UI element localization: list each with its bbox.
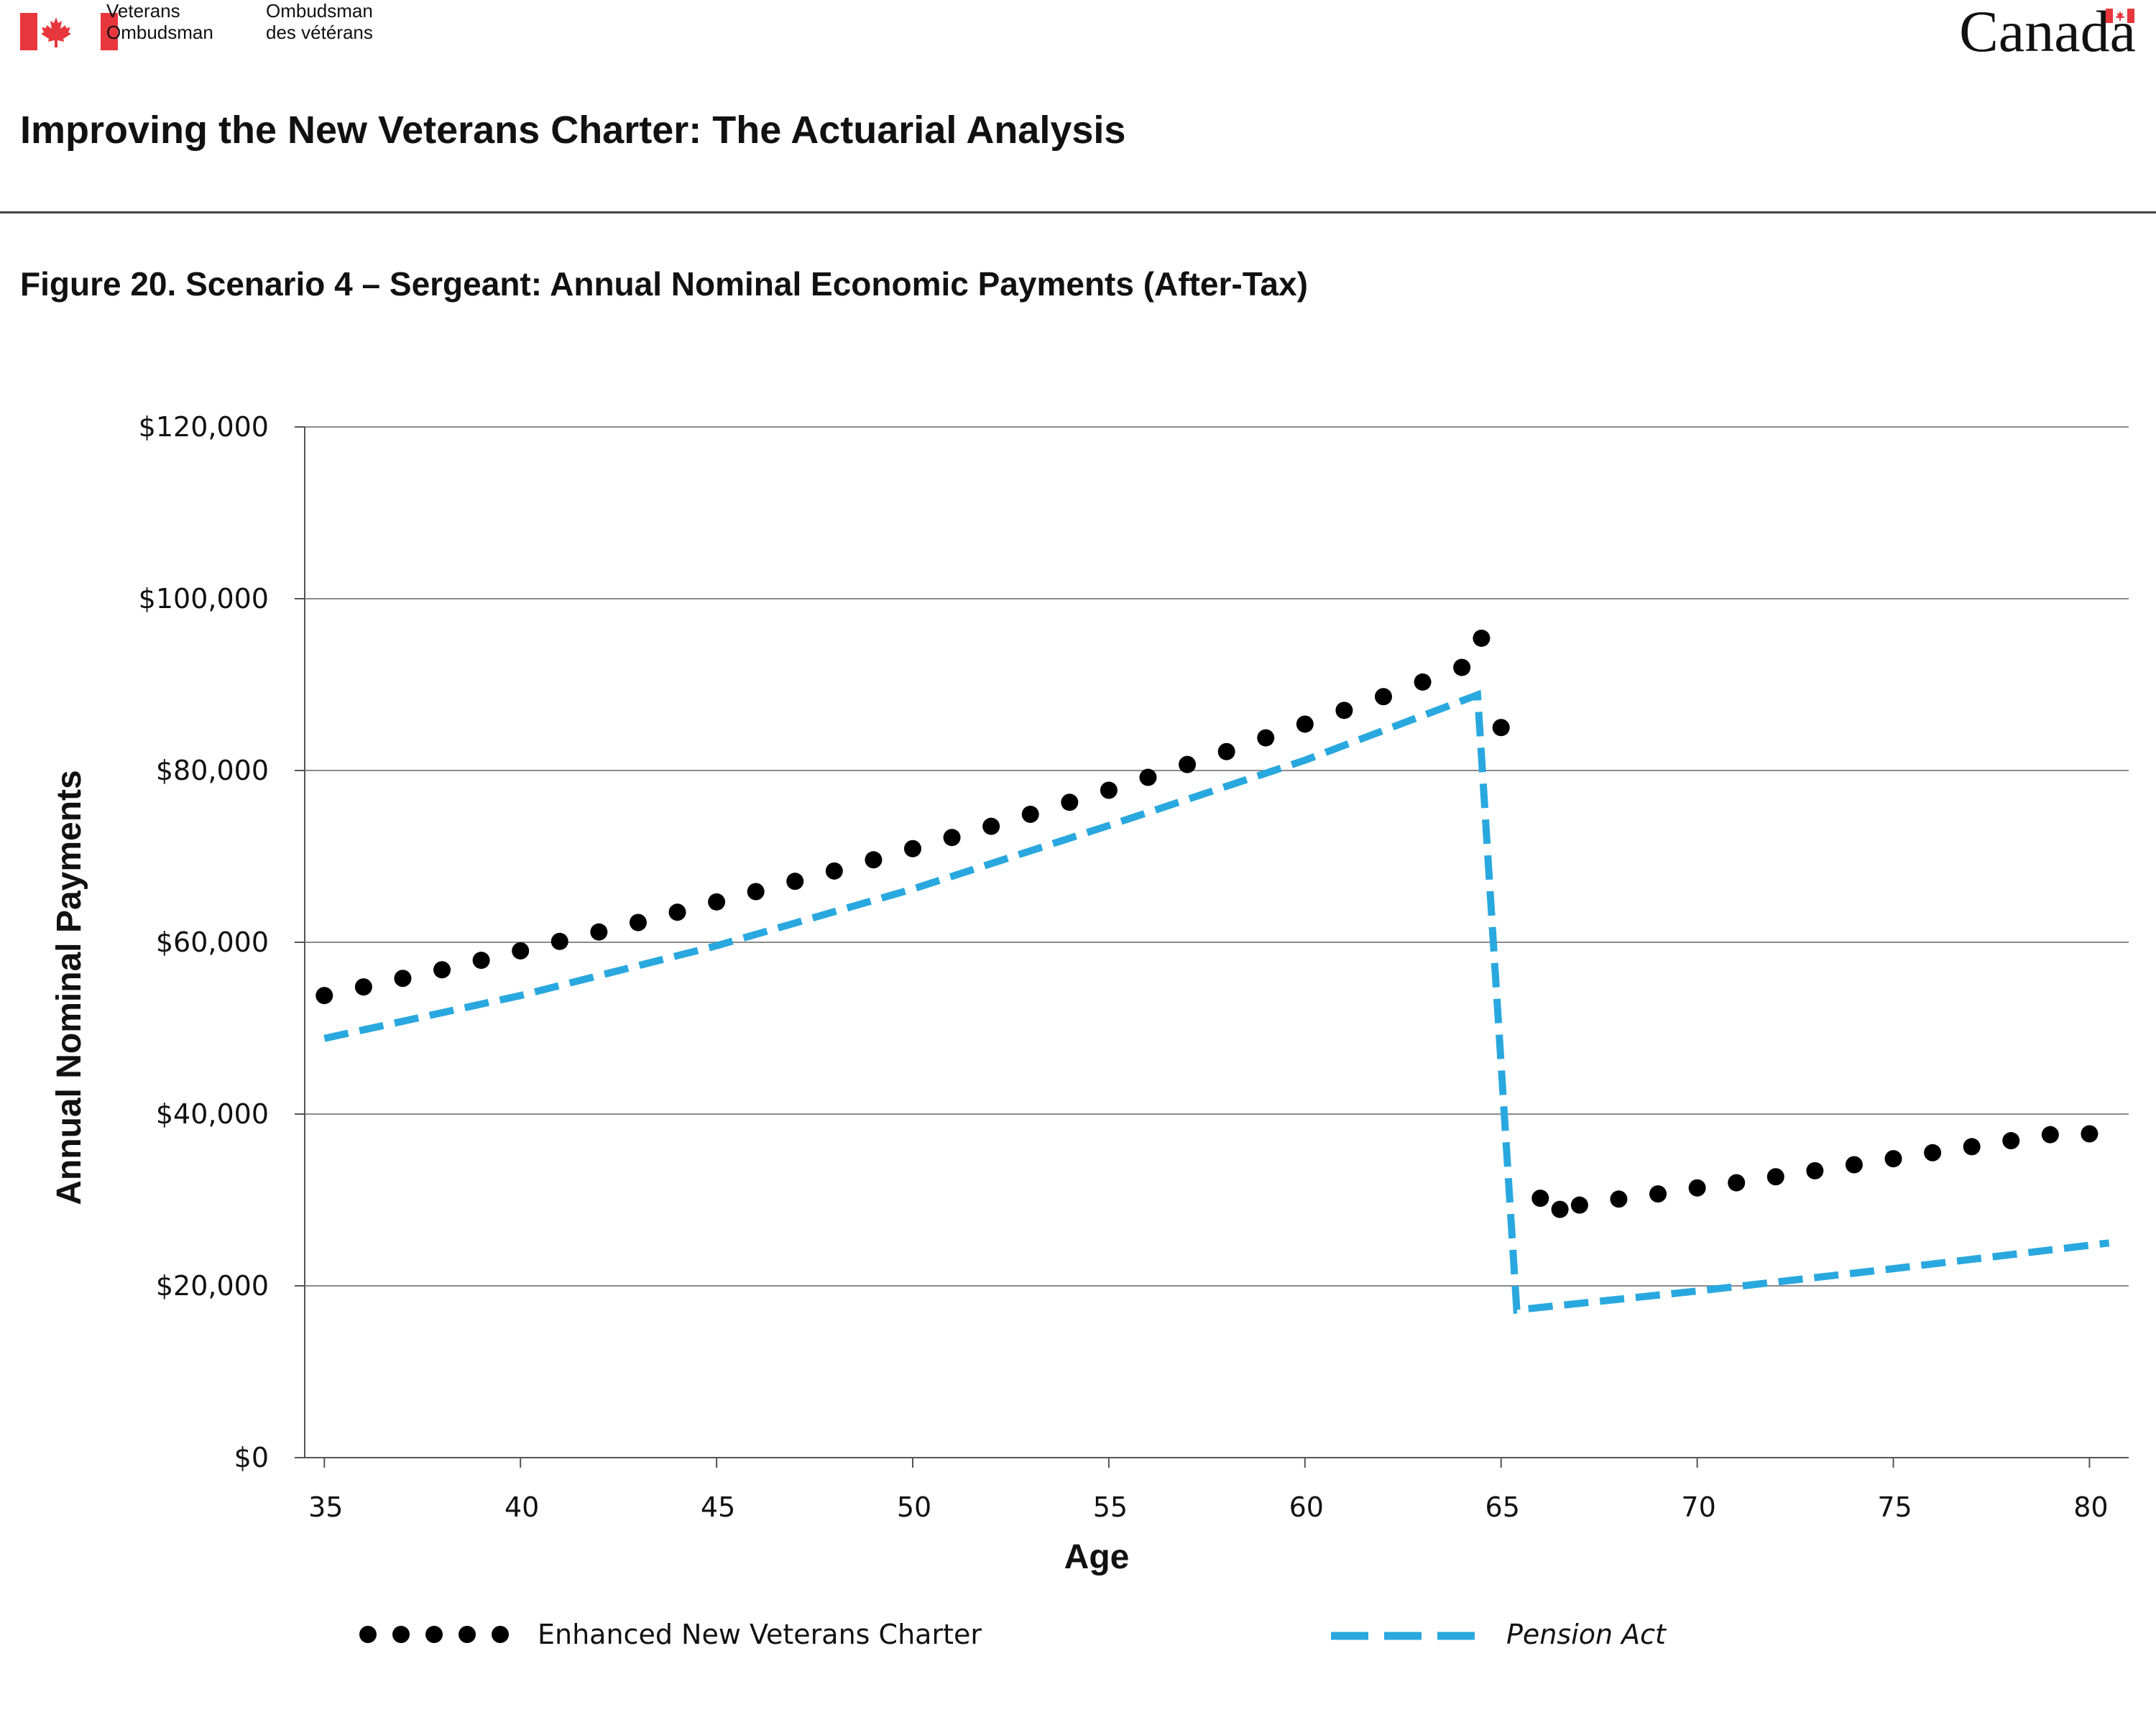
data-point-enhanced-nvc — [904, 840, 921, 857]
header-divider — [0, 211, 2156, 213]
x-tick-label: 80 — [2073, 1491, 2108, 1523]
y-tick-label: $0 — [234, 1442, 269, 1473]
y-tick-label: $40,000 — [156, 1098, 269, 1130]
legend-marker-enhanced-nvc — [459, 1626, 476, 1643]
y-tick-label: $80,000 — [156, 755, 269, 786]
legend-marker-enhanced-nvc — [492, 1626, 509, 1643]
data-point-enhanced-nvc — [1179, 755, 1197, 773]
data-point-enhanced-nvc — [1963, 1138, 1981, 1156]
x-tick-label: 45 — [701, 1491, 735, 1523]
data-point-enhanced-nvc — [2081, 1125, 2099, 1143]
data-point-enhanced-nvc — [1649, 1185, 1667, 1203]
org-name-french: Ombudsman des vétérans — [266, 0, 373, 43]
data-point-enhanced-nvc — [550, 932, 568, 950]
data-point-enhanced-nvc — [1806, 1162, 1824, 1179]
data-point-enhanced-nvc — [1688, 1179, 1706, 1197]
data-point-enhanced-nvc — [1257, 729, 1275, 747]
data-point-enhanced-nvc — [629, 914, 647, 932]
gridlines — [305, 426, 2129, 1287]
maple-leaf-icon — [41, 17, 71, 47]
data-point-enhanced-nvc — [394, 970, 412, 988]
data-point-enhanced-nvc — [1473, 629, 1491, 647]
legend-marker-enhanced-nvc — [425, 1626, 443, 1643]
axes: $0 $20,000 $40,000 $60,000 $80,000 $100,000 $1… — [139, 411, 2129, 1523]
data-point-enhanced-nvc — [1414, 673, 1432, 691]
data-point-enhanced-nvc — [747, 883, 765, 901]
x-tick-label: 35 — [308, 1491, 343, 1523]
data-point-enhanced-nvc — [865, 851, 883, 869]
legend-marker-enhanced-nvc — [359, 1626, 377, 1643]
y-tick-label: $20,000 — [156, 1270, 269, 1302]
legend-label-pension-act: Pension Act — [1506, 1619, 1667, 1650]
data-point-enhanced-nvc — [825, 862, 843, 880]
data-point-enhanced-nvc — [1531, 1190, 1549, 1208]
legend-marker-enhanced-nvc — [392, 1626, 410, 1643]
series-line-pension-act — [323, 689, 2110, 1315]
y-tick-label: $100,000 — [139, 583, 269, 615]
canada-flag-icon — [2106, 9, 2134, 23]
data-point-enhanced-nvc — [1766, 1168, 1784, 1186]
data-point-enhanced-nvc — [708, 893, 726, 911]
data-point-enhanced-nvc — [1217, 742, 1235, 760]
legend: Enhanced New Veterans Charter Pension Act — [359, 1619, 1667, 1650]
data-point-enhanced-nvc — [1061, 794, 1079, 811]
data-point-enhanced-nvc — [472, 952, 490, 970]
data-point-enhanced-nvc — [1139, 768, 1157, 786]
series-group — [315, 629, 2110, 1315]
data-point-enhanced-nvc — [354, 978, 372, 996]
data-point-enhanced-nvc — [943, 829, 961, 847]
data-point-enhanced-nvc — [1374, 688, 1392, 706]
data-point-enhanced-nvc — [1728, 1174, 1746, 1192]
y-tick-label: $60,000 — [156, 926, 269, 958]
data-point-enhanced-nvc — [1100, 781, 1118, 799]
x-tick-label: 70 — [1681, 1491, 1715, 1523]
flag-left-bar — [20, 13, 37, 50]
document-title: Improving the New Veterans Charter: The … — [20, 109, 1126, 152]
data-point-enhanced-nvc — [1021, 805, 1039, 823]
x-tick-label: 65 — [1485, 1491, 1520, 1523]
data-point-enhanced-nvc — [1845, 1156, 1863, 1174]
data-point-enhanced-nvc — [315, 987, 333, 1005]
x-tick-label: 75 — [1877, 1491, 1912, 1523]
data-point-enhanced-nvc — [1453, 658, 1471, 676]
flag-right-bar — [101, 13, 118, 50]
data-point-enhanced-nvc — [433, 961, 451, 979]
data-point-enhanced-nvc — [2002, 1132, 2020, 1150]
data-point-enhanced-nvc — [1335, 702, 1353, 719]
x-axis-title: Age — [1064, 1538, 1130, 1576]
org-name-english: Veterans Ombudsman — [106, 0, 213, 43]
y-tick-label: $120,000 — [139, 411, 269, 443]
data-point-enhanced-nvc — [1492, 719, 1510, 737]
data-point-enhanced-nvc — [786, 873, 804, 891]
data-point-enhanced-nvc — [512, 942, 530, 960]
data-point-enhanced-nvc — [982, 817, 1000, 835]
data-point-enhanced-nvc — [668, 903, 686, 921]
figure-title: Figure 20. Scenario 4 – Sergeant: Annual… — [20, 265, 1308, 303]
data-point-enhanced-nvc — [1570, 1196, 1588, 1214]
data-point-enhanced-nvc — [2041, 1126, 2059, 1144]
legend-label-enhanced-nvc: Enhanced New Veterans Charter — [538, 1619, 982, 1650]
data-point-enhanced-nvc — [1924, 1144, 1942, 1162]
x-tick-label: 60 — [1289, 1491, 1324, 1523]
data-point-enhanced-nvc — [590, 923, 608, 941]
x-tick-label: 40 — [505, 1491, 539, 1523]
data-point-enhanced-nvc — [1884, 1150, 1902, 1168]
y-axis-title: Annual Nominal Payments — [50, 770, 88, 1205]
data-point-enhanced-nvc — [1551, 1200, 1569, 1218]
x-tick-label: 55 — [1093, 1491, 1128, 1523]
data-point-enhanced-nvc — [1296, 715, 1314, 733]
x-tick-label: 50 — [897, 1491, 931, 1523]
data-point-enhanced-nvc — [1610, 1190, 1628, 1208]
